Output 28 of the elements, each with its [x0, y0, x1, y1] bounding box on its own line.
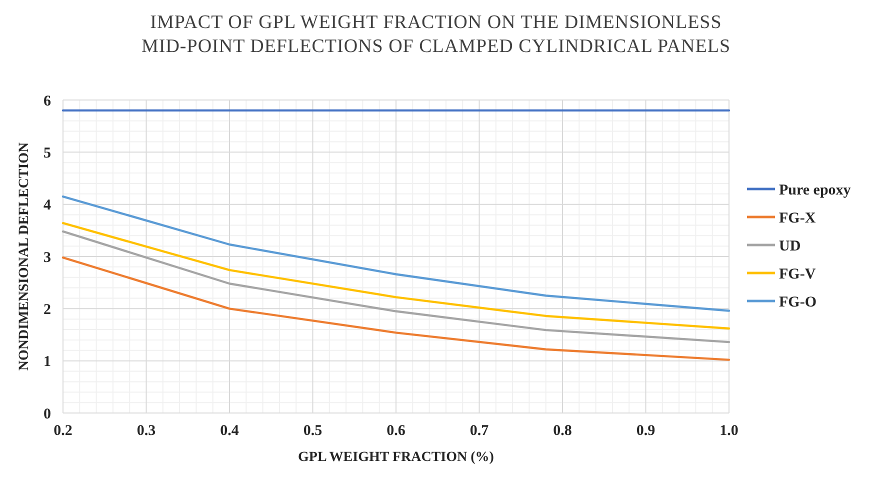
- x-tick-label: 0.6: [386, 423, 406, 439]
- legend-label: Pure epoxy: [779, 182, 852, 198]
- x-tick-label: 0.4: [220, 423, 240, 439]
- legend-label: FG-O: [779, 294, 816, 310]
- x-tick-label: 0.5: [303, 423, 322, 439]
- line-series: [62, 195, 730, 312]
- x-tick-label: 0.2: [54, 423, 72, 439]
- line-series: [62, 222, 730, 330]
- x-tick-label: 0.9: [636, 423, 656, 439]
- y-tick-label: 2: [44, 302, 51, 318]
- x-tick-label: 1.0: [720, 423, 738, 439]
- x-tick-label: 0.7: [470, 423, 490, 439]
- y-tick-label: 6: [44, 93, 52, 110]
- legend-label: UD: [779, 238, 801, 254]
- x-axis-title: GPL WEIGHT FRACTION (%): [298, 450, 494, 465]
- legend-label: FG-V: [779, 266, 816, 282]
- y-tick-label: 1: [44, 354, 51, 370]
- chart-title: IMPACT OF GPL WEIGHT FRACTION ON THE DIMENSIONLESS MID-POINT DEFLECTIONS OF CLAMPED CYLINDRICAL PANELS: [141, 12, 731, 57]
- x-tick-label: 0.8: [553, 423, 572, 439]
- y-tick-label: 5: [44, 145, 51, 162]
- y-axis-title: NONDIMENSIONAL DEFLECTION: [17, 142, 32, 371]
- y-tick-label: 3: [44, 250, 51, 266]
- line-series: [62, 256, 730, 361]
- line-series: [62, 230, 730, 344]
- legend-label: FG-X: [779, 210, 816, 226]
- y-tick-label: 0: [44, 406, 51, 422]
- x-tick-label: 0.3: [136, 423, 156, 439]
- y-tick-label: 4: [44, 198, 52, 214]
